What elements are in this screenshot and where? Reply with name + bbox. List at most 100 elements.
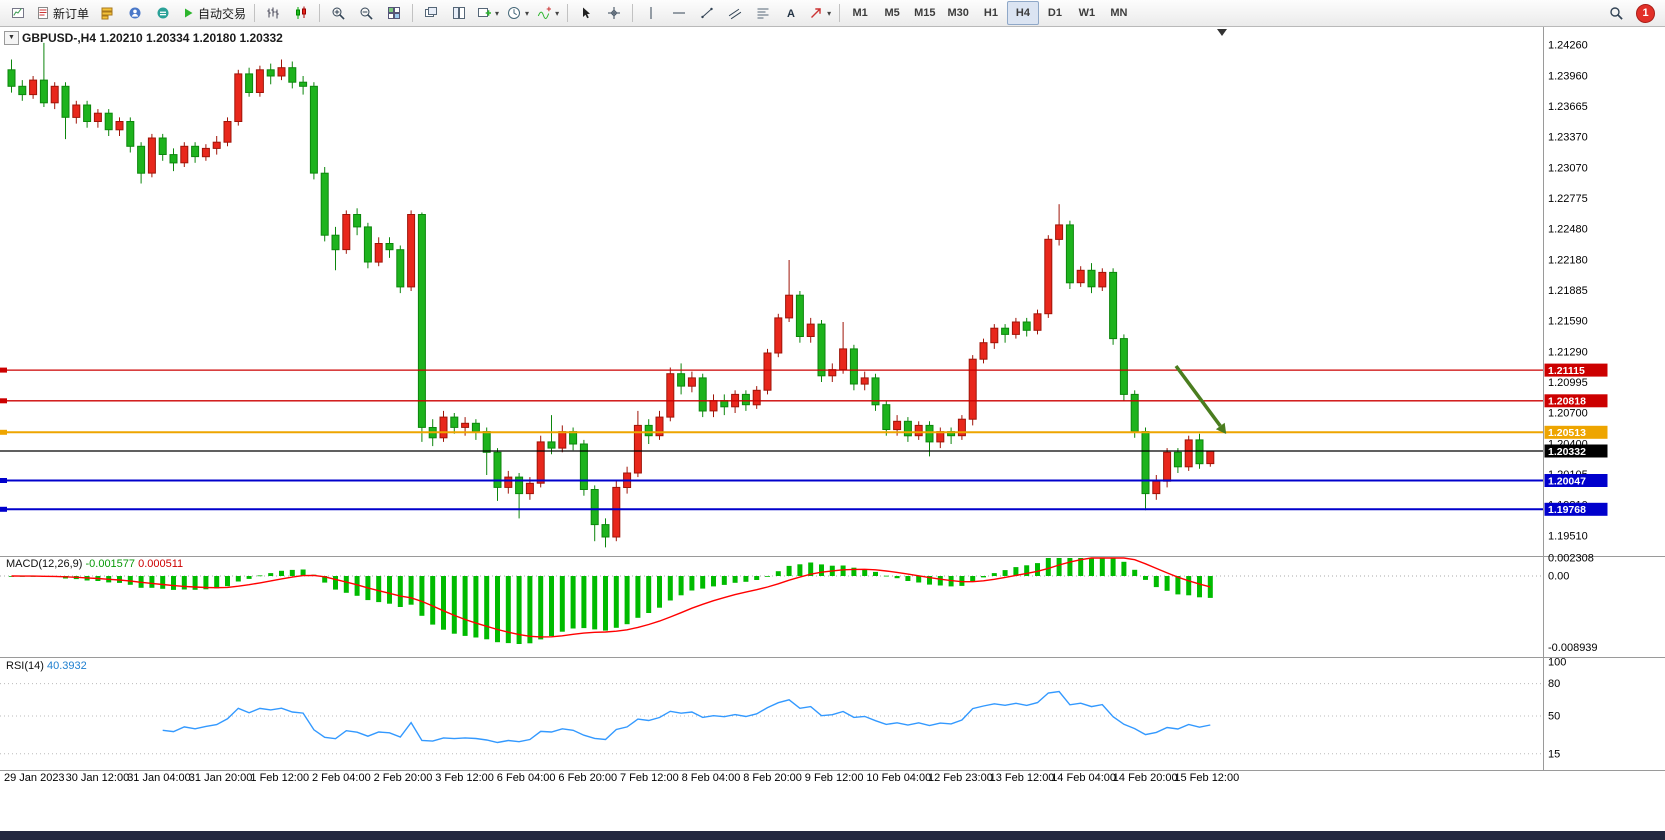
hline-handle[interactable] — [0, 506, 7, 512]
term-icon — [156, 6, 170, 20]
crosshair-button[interactable] — [600, 1, 628, 25]
candle-body — [957, 418, 966, 437]
candle-body — [633, 424, 642, 474]
market-watch-button[interactable] — [93, 1, 121, 25]
price-tag[interactable] — [1544, 425, 1608, 439]
new-chart-button[interactable]: ▾ — [473, 1, 503, 25]
cross-icon — [607, 6, 621, 20]
toolbar: 新订单 自动交易 ▾ ▾ ▾ A ▾ M1 M5 M15 M30 H1 H4 D1 W1 MN 1 — [0, 0, 1665, 27]
notification-badge[interactable]: 1 — [1636, 3, 1655, 23]
chart-candles-button[interactable] — [287, 1, 315, 25]
macd-histogram-bar — [257, 575, 263, 577]
tile-vertical-button[interactable] — [445, 1, 473, 25]
macd-scale-label: 0.00 — [1548, 571, 1569, 583]
timeframe-h1-button[interactable]: H1 — [983, 7, 998, 19]
price-tag[interactable] — [1544, 444, 1608, 458]
candle-body — [83, 104, 92, 122]
timeframe-m30-button[interactable]: M30 — [947, 7, 969, 19]
rsi-scale-label: 100 — [1548, 657, 1566, 669]
trendline-button[interactable] — [693, 1, 721, 25]
candle-body — [741, 393, 750, 406]
macd-histogram-bar — [333, 576, 338, 590]
macd-histogram-bar — [1056, 558, 1062, 576]
time-axis-label: 8 Feb 04:00 — [682, 772, 741, 784]
macd-histogram-bar — [1132, 569, 1138, 576]
zoom-in-button[interactable] — [324, 1, 352, 25]
time-axis-label: 9 Feb 12:00 — [805, 772, 864, 784]
candle-body — [1109, 271, 1118, 340]
candle-body — [558, 431, 567, 449]
tile-windows-button[interactable] — [380, 1, 408, 25]
candle-body — [299, 81, 308, 87]
horizontal-line-button[interactable] — [665, 1, 693, 25]
macd-histogram-bar — [873, 571, 878, 576]
timeframe-h4-button[interactable]: H4 — [1006, 1, 1039, 25]
candle-body — [1141, 431, 1150, 495]
search-button[interactable] — [1602, 1, 1630, 25]
arrows-button[interactable]: ▾ — [805, 1, 835, 25]
price-axis-label: 1.23960 — [1548, 71, 1588, 83]
hline-handle[interactable] — [0, 398, 7, 404]
arrow-object[interactable] — [1174, 364, 1227, 434]
time-axis-label: 31 Jan 04:00 — [127, 772, 191, 784]
timeframe-m5-button[interactable]: M5 — [884, 7, 900, 19]
price-tag[interactable] — [1544, 394, 1608, 408]
macd-histogram-bar — [1035, 563, 1040, 576]
candle-body — [493, 451, 502, 488]
price-tag[interactable] — [1544, 474, 1608, 487]
candle-body — [417, 214, 426, 428]
macd-histogram-bar — [765, 576, 770, 577]
timeframe-m15-button[interactable]: M15 — [914, 7, 936, 19]
rsi-line — [162, 690, 1211, 744]
candle-body — [655, 416, 664, 437]
candle-body — [126, 121, 135, 147]
timeframe-m1-button[interactable]: M1 — [852, 7, 868, 19]
candle-body — [968, 358, 977, 420]
timeframe-w1-button[interactable]: W1 — [1078, 7, 1096, 19]
one-click-trading-toggle[interactable]: ▼ — [4, 31, 19, 45]
hline-handle[interactable] — [0, 429, 7, 435]
chart-window-button[interactable] — [4, 1, 32, 25]
candle-body — [1130, 393, 1139, 433]
price-axis[interactable]: 1.24260 1.23960 1.23665 1.23370 1.23070 1.227… — [1548, 40, 1588, 543]
macd-histogram-bar — [1207, 576, 1213, 598]
macd-histogram-bar — [1045, 558, 1051, 576]
price-tag[interactable] — [1544, 502, 1608, 516]
zoomout-icon — [359, 6, 373, 20]
hline-handle[interactable] — [0, 367, 7, 373]
candle-body — [1065, 224, 1074, 284]
chart-bars-button[interactable] — [259, 1, 287, 25]
price-axis-label: 1.23665 — [1548, 101, 1588, 113]
profiles-button[interactable]: ▾ — [503, 1, 533, 25]
new-order-button[interactable]: 新订单 — [32, 1, 93, 25]
hline-handle[interactable] — [0, 478, 7, 483]
navigator-button[interactable] — [121, 1, 149, 25]
zoom-out-button[interactable] — [352, 1, 380, 25]
toolbar-separator — [839, 4, 841, 22]
timeframe-mn-button[interactable]: MN — [1110, 7, 1128, 19]
text-label-button[interactable]: A — [777, 1, 805, 25]
chart-shift-marker[interactable] — [1217, 29, 1227, 36]
candle-body — [1011, 321, 1020, 335]
time-axis-label: 13 Feb 12:00 — [990, 772, 1055, 784]
fibonacci-button[interactable] — [749, 1, 777, 25]
candle-body — [698, 377, 707, 412]
channel-button[interactable] — [721, 1, 749, 25]
macd-histogram-bar — [538, 576, 544, 640]
timeframe-d1-button[interactable]: D1 — [1047, 7, 1062, 19]
indicators-button[interactable]: ▾ — [533, 1, 563, 25]
horizontal-lines — [0, 367, 1543, 512]
pluschart-icon — [477, 6, 492, 20]
cascade-windows-button[interactable] — [417, 1, 445, 25]
auto-trading-button[interactable]: 自动交易 — [177, 1, 250, 25]
vertical-line-button[interactable] — [637, 1, 665, 25]
terminal-button[interactable] — [149, 1, 177, 25]
candle-body — [461, 422, 470, 428]
macd-histogram-bar — [1110, 558, 1116, 576]
candle-body — [115, 121, 124, 131]
cursor-button[interactable] — [572, 1, 600, 25]
fibo-icon — [756, 6, 770, 20]
price-tag[interactable] — [1544, 363, 1608, 377]
